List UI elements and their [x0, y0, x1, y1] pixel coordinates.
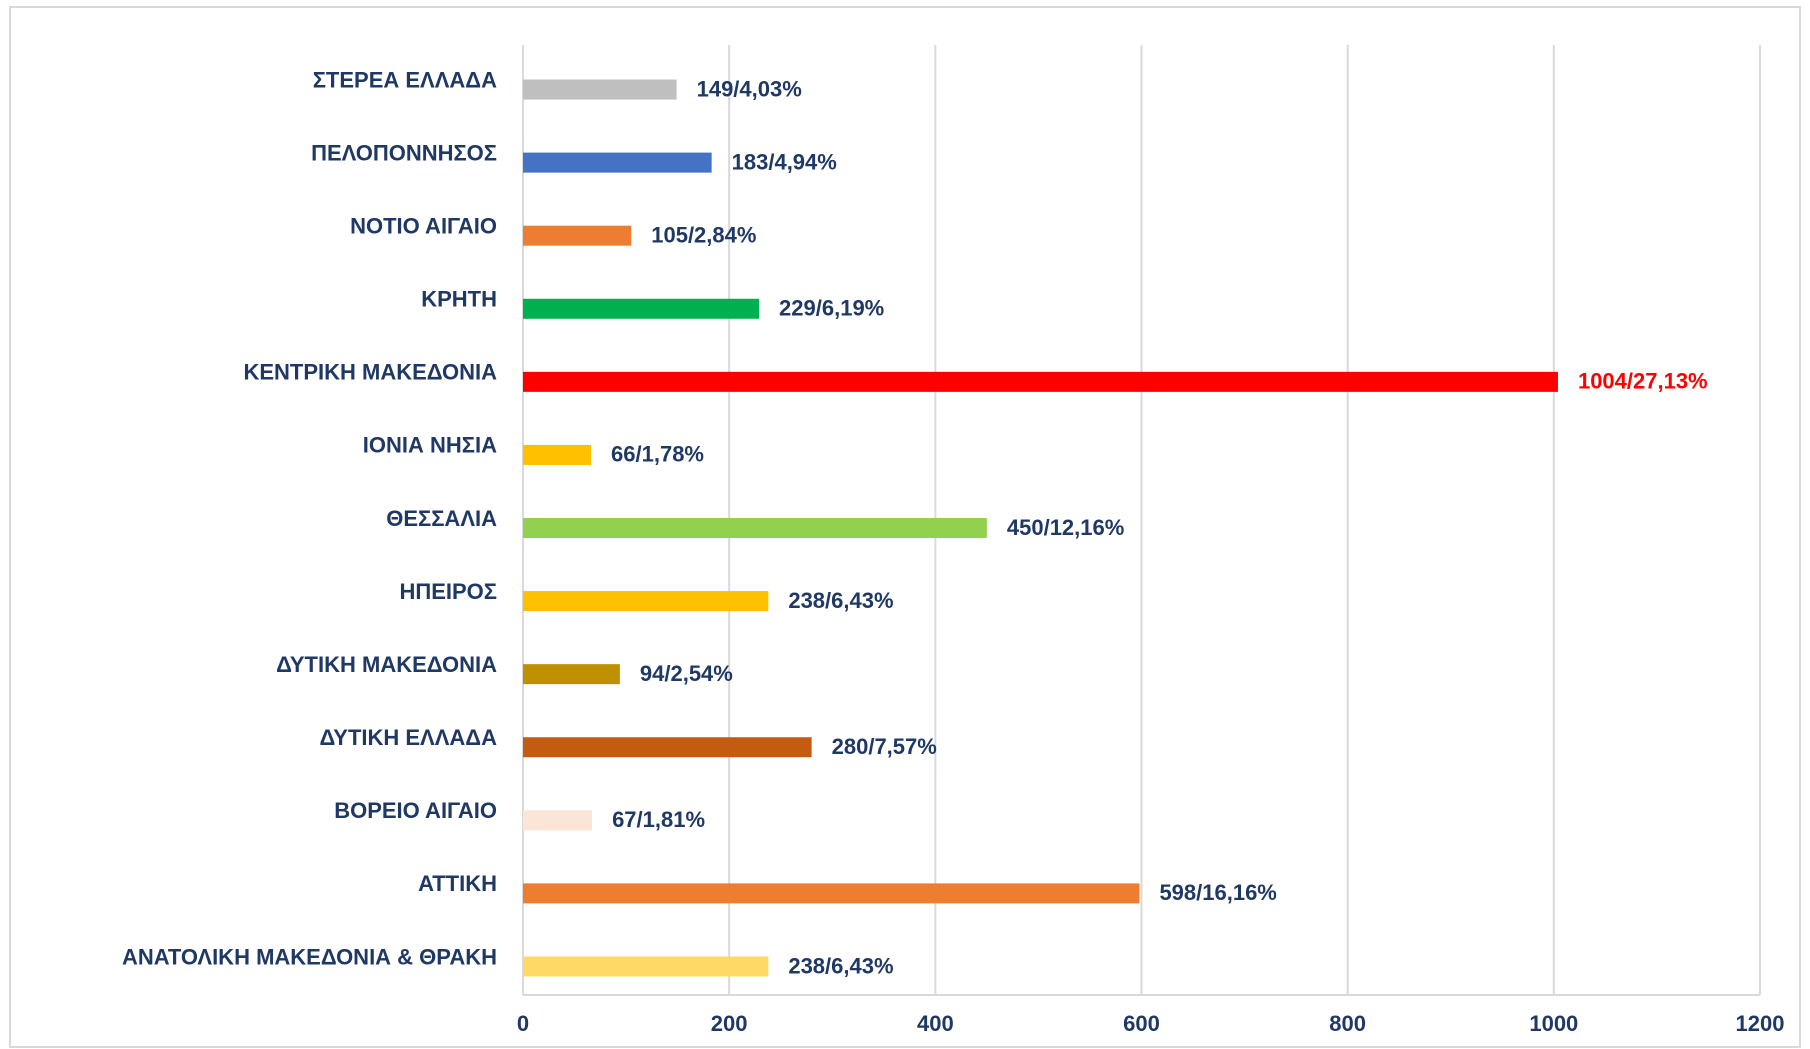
x-tick-label: 800	[1329, 1011, 1366, 1036]
value-label: 598/16,16%	[1159, 880, 1276, 905]
y-tick-label: ΘΕΣΣΑΛΙΑ	[386, 506, 497, 531]
bar	[523, 225, 632, 246]
y-tick-label: ΔΥΤΙΚΗ ΕΛΛΑΔΑ	[319, 725, 497, 750]
bar	[523, 810, 593, 831]
bar	[523, 79, 677, 100]
y-tick-label: ΚΕΝΤΡΙΚΗ ΜΑΚΕΔΟΝΙΑ	[243, 360, 497, 385]
bar	[523, 883, 1140, 904]
value-label: 149/4,03%	[697, 76, 802, 101]
x-tick-label: 200	[711, 1011, 748, 1036]
bar	[523, 737, 812, 758]
bar	[523, 371, 1558, 392]
y-tick-label: ΙΟΝΙΑ ΝΗΣΙΑ	[363, 433, 497, 458]
y-tick-label: ΚΡΗΤΗ	[421, 287, 497, 312]
y-tick-label: ΠΕΛΟΠΟΝΝΗΣΟΣ	[311, 140, 497, 165]
value-label: 183/4,94%	[732, 149, 837, 174]
x-tick-label: 1000	[1529, 1011, 1578, 1036]
bar	[523, 298, 760, 319]
y-tick-label: ΒΟΡΕΙΟ ΑΙΓΑΙΟ	[334, 798, 497, 823]
y-tick-label: ΗΠΕΙΡΟΣ	[399, 579, 497, 604]
value-label: 105/2,84%	[651, 223, 756, 248]
value-label: 280/7,57%	[832, 734, 937, 759]
x-tick-label: 0	[517, 1011, 529, 1036]
value-label: 229/6,19%	[779, 296, 884, 321]
x-tick-label: 400	[917, 1011, 954, 1036]
bar	[523, 152, 712, 173]
bar	[523, 444, 592, 465]
y-tick-label: ΑΝΑΤΟΛΙΚΗ ΜΑΚΕΔΟΝΙΑ & ΘΡΑΚΗ	[122, 944, 497, 969]
value-label: 1004/27,13%	[1578, 369, 1708, 394]
value-label: 238/6,43%	[788, 588, 893, 613]
bar	[523, 664, 620, 685]
y-tick-label: ΣΤΕΡΕΑ ΕΛΛΑΔΑ	[313, 67, 497, 92]
y-tick-label: ΔΥΤΙΚΗ ΜΑΚΕΔΟΝΙΑ	[276, 652, 497, 677]
value-label: 66/1,78%	[611, 442, 704, 467]
x-tick-label: 600	[1123, 1011, 1160, 1036]
bar	[523, 591, 769, 612]
value-label: 67/1,81%	[612, 807, 705, 832]
value-label: 450/12,16%	[1007, 515, 1124, 540]
bar	[523, 518, 987, 538]
chart-border	[9, 6, 1801, 1048]
bar	[523, 956, 769, 977]
x-tick-label: 1200	[1736, 1011, 1785, 1036]
value-label: 238/6,43%	[788, 953, 893, 978]
y-tick-label: ΑΤΤΙΚΗ	[418, 871, 497, 896]
y-tick-label: ΝΟΤΙΟ ΑΙΓΑΙΟ	[350, 214, 497, 239]
value-label: 94/2,54%	[640, 661, 733, 686]
